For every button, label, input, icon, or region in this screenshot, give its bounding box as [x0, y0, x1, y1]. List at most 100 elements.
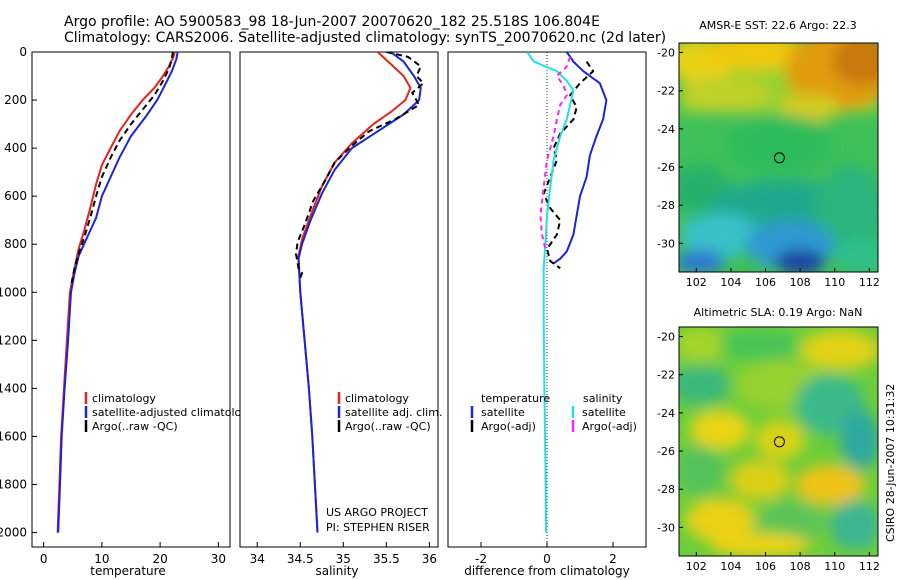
sla-map-panel: Altimetric SLA: 0.19 Argo: NaN	[657, 306, 880, 573]
salinity-x-ticks: 34 34.5 35 35.5 36	[250, 542, 437, 566]
series-line-argo-raw-qc	[295, 52, 425, 279]
salinity-legend: climatology satellite adj. clim. Argo(..…	[337, 392, 442, 433]
map-x-tick-label: 102	[686, 560, 707, 573]
temperature-x-label: temperature	[90, 564, 165, 578]
y-tick-label: 1400	[0, 381, 27, 395]
map-y-tick-label: -28	[657, 199, 675, 212]
sla-map-title: Altimetric SLA: 0.19 Argo: NaN	[694, 306, 863, 319]
legend-label-temp-satellite: satellite	[481, 406, 525, 419]
legend-label-climatology: climatology	[92, 392, 156, 405]
x-tick-label: -2	[475, 552, 487, 566]
project-note-line-2: PI: STEPHEN RISER	[326, 521, 430, 534]
x-tick-label: 30	[211, 552, 226, 566]
map-y-tick-label: -20	[657, 331, 675, 344]
sla-map-ticks: 102 104 106 108 110 112 -20 -22 -24 -26 -28 -30	[657, 331, 880, 573]
map-y-tick-label: -20	[657, 47, 675, 60]
y-tick-label: 2000	[0, 526, 27, 540]
y-tick-label: 600	[4, 189, 27, 203]
timestamp-label: CSIRO 28-Jun-2007 10:31:32	[884, 384, 897, 542]
salinity-plot-frame	[239, 51, 439, 548]
x-tick-label: 2	[609, 552, 617, 566]
salinity-panel: 34 34.5 35 35.5 36 salinity climatology sate…	[239, 51, 442, 578]
title-line-2: Climatology: CARS2006. Satellite-adjuste…	[64, 30, 666, 46]
map-x-tick-label: 104	[720, 560, 741, 573]
map-x-tick-label: 104	[720, 276, 741, 289]
map-x-tick-label: 110	[824, 276, 845, 289]
map-y-tick-label: -24	[657, 123, 675, 136]
x-tick-label: 35	[336, 552, 351, 566]
depth-ticks: 0 200 400 600 800 1000 1200 1400 1600 1800 2000	[0, 45, 37, 540]
sla-map-frame	[678, 326, 879, 557]
series-line-satellite	[526, 52, 575, 533]
float-position-marker	[773, 152, 785, 164]
difference-series	[526, 52, 608, 533]
y-tick-label: 1600	[0, 429, 27, 443]
sst-map-ticks: 102 104 106 108 110 112 -20 -22 -24 -26 -28 -30	[657, 47, 880, 289]
y-tick-label: 0	[19, 45, 27, 59]
float-position-marker	[773, 436, 785, 448]
legend-title-temperature: temperature	[481, 392, 550, 405]
difference-x-label: difference from climatology	[464, 564, 630, 578]
x-tick-label: 35.5	[373, 552, 400, 566]
difference-panel: -2 0 2 difference from climatology tempera…	[447, 51, 647, 578]
series-line-argo-adj	[539, 56, 572, 250]
map-y-tick-label: -22	[657, 85, 675, 98]
map-y-tick-label: -24	[657, 407, 675, 420]
map-y-tick-label: -30	[657, 237, 675, 250]
legend-label-sal-argo: Argo(-adj)	[582, 420, 637, 433]
legend-label-sal-satellite: satellite	[582, 406, 626, 419]
x-tick-label: 34	[250, 552, 265, 566]
map-y-tick-label: -30	[657, 521, 675, 534]
sst-field-patches	[679, 43, 878, 272]
series-line-satellite-adjusted-climatology	[57, 52, 179, 533]
map-y-tick-label: -28	[657, 483, 675, 496]
map-y-tick-label: -26	[657, 445, 675, 458]
sst-map-title: AMSR-E SST: 22.6 Argo: 22.3	[699, 19, 857, 32]
y-tick-label: 1000	[0, 285, 27, 299]
map-x-tick-label: 112	[859, 276, 880, 289]
difference-x-ticks: -2 0 2	[475, 542, 617, 566]
legend-label-argo: Argo(..raw -QC)	[92, 420, 178, 433]
map-y-tick-label: -22	[657, 369, 675, 382]
y-tick-label: 1200	[0, 333, 27, 347]
x-tick-label: 10	[94, 552, 109, 566]
map-x-tick-label: 112	[859, 560, 880, 573]
map-x-tick-label: 108	[790, 276, 811, 289]
series-line-satellite-adj-clim	[297, 52, 422, 533]
temperature-series	[56, 52, 179, 533]
sst-map-frame	[678, 42, 879, 273]
legend-label-temp-argo: Argo(-adj)	[481, 420, 536, 433]
map-y-tick-label: -26	[657, 161, 675, 174]
y-tick-label: 800	[4, 237, 27, 251]
legend-title-salinity: salinity	[583, 392, 623, 405]
temperature-x-ticks: 0 10 20 30	[40, 542, 226, 566]
temperature-legend: climatology satellite-adjusted climatolo…	[84, 392, 255, 433]
x-tick-label: 20	[152, 552, 167, 566]
legend-label-argo: Argo(..raw -QC)	[345, 420, 431, 433]
legend-label-satellite: satellite adj. clim.	[345, 406, 442, 419]
legend-label-satellite: satellite-adjusted climatology	[92, 406, 255, 419]
title-line-1: Argo profile: AO 5900583_98 18-Jun-2007 …	[64, 14, 600, 30]
map-x-tick-label: 108	[790, 560, 811, 573]
sst-map-panel: AMSR-E SST: 22.6 Argo: 22.3	[657, 19, 880, 289]
temperature-panel: 0 200 400 600 800 1000 1200 1400 1600 1800 2000 0 1…	[0, 45, 255, 578]
y-tick-label: 200	[4, 93, 27, 107]
series-line-satellite	[553, 52, 608, 265]
map-x-tick-label: 110	[824, 560, 845, 573]
difference-legend: temperature salinity satellite Argo(-adj…	[470, 392, 637, 433]
map-x-tick-label: 106	[755, 560, 776, 573]
sla-field-patches	[679, 327, 878, 556]
temperature-plot-frame	[31, 51, 231, 548]
y-tick-label: 1800	[0, 478, 27, 492]
sst-field	[679, 43, 878, 272]
difference-plot-frame	[447, 51, 647, 548]
x-tick-label: 34.5	[287, 552, 314, 566]
legend-label-climatology: climatology	[345, 392, 409, 405]
y-tick-label: 400	[4, 141, 27, 155]
map-x-tick-label: 106	[755, 276, 776, 289]
x-tick-label: 0	[543, 552, 551, 566]
x-tick-label: 0	[40, 552, 48, 566]
series-line-argo-raw-qc	[70, 52, 174, 283]
